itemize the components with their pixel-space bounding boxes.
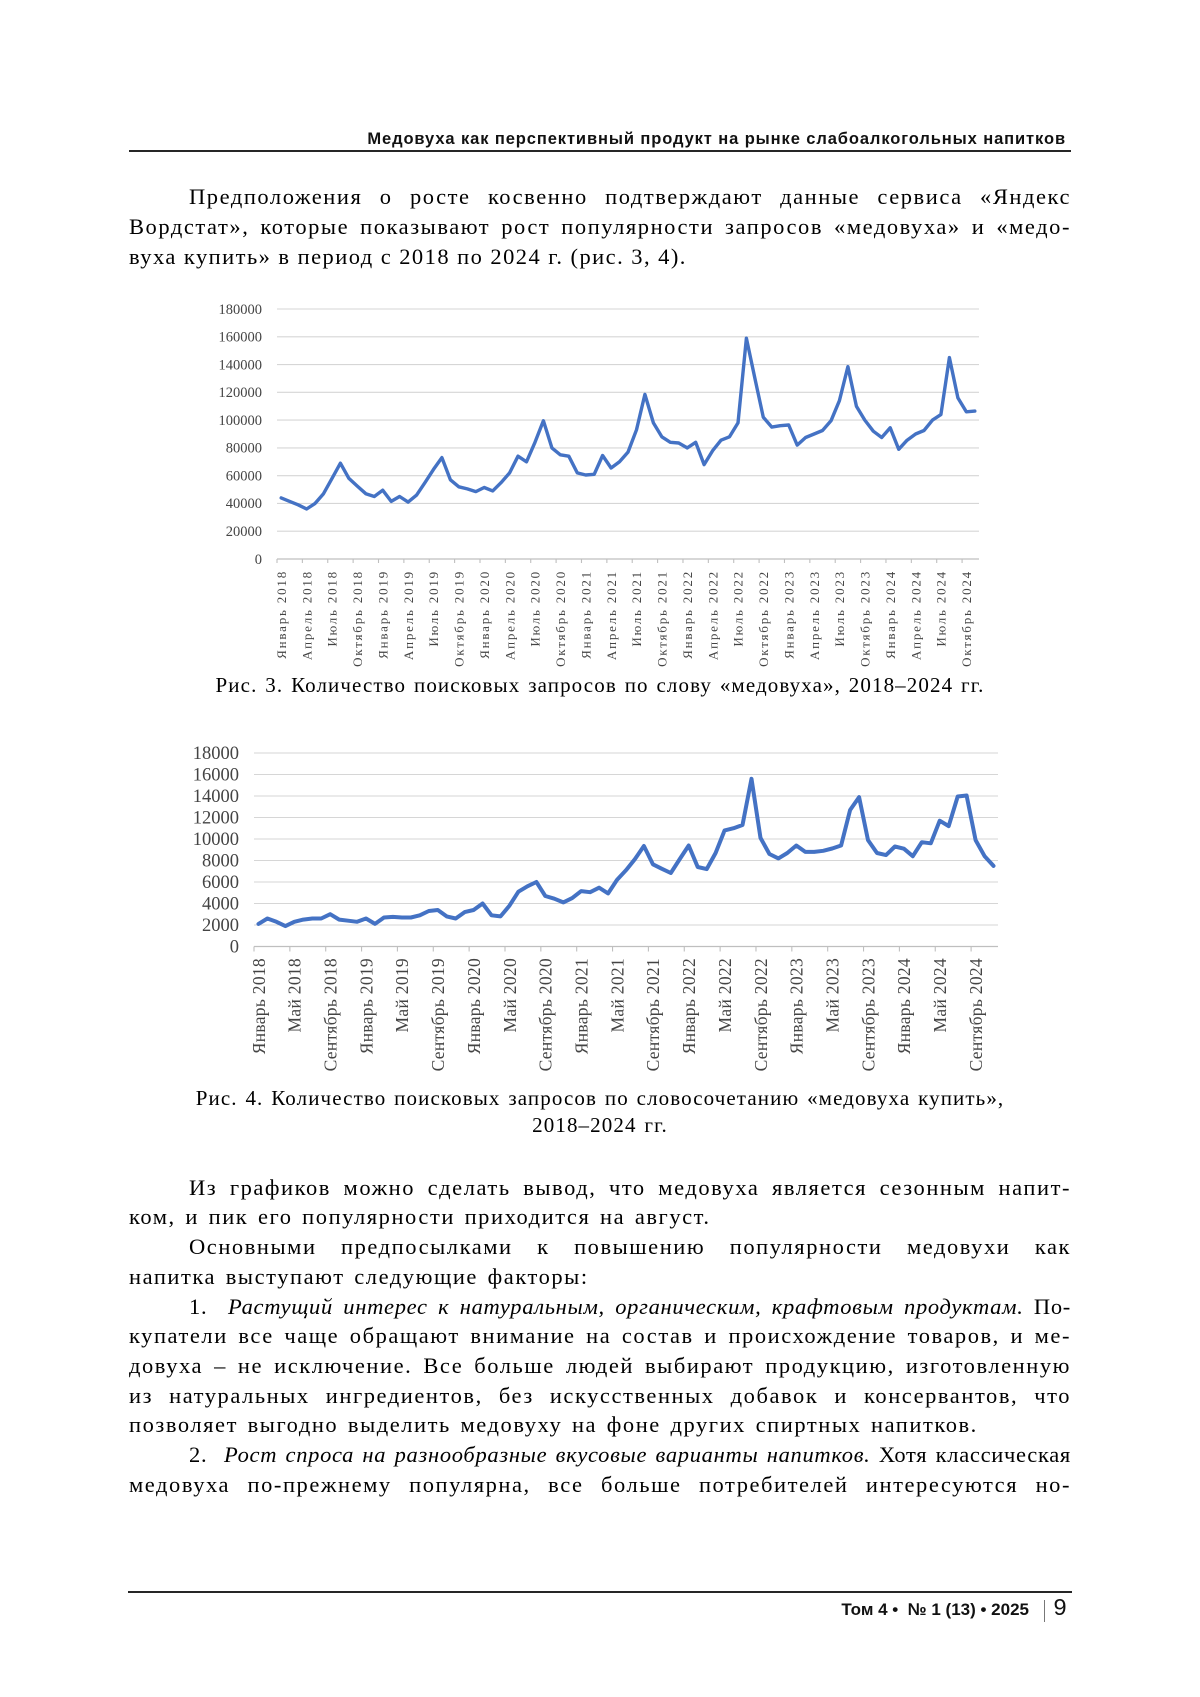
svg-text:Сентябрь 2019: Сентябрь 2019: [428, 958, 448, 1071]
svg-text:Январь 2024: Январь 2024: [894, 958, 914, 1054]
svg-text:Июль 2019: Июль 2019: [426, 570, 441, 647]
svg-text:Апрель 2020: Апрель 2020: [502, 570, 517, 660]
svg-text:Май 2019: Май 2019: [392, 958, 412, 1032]
svg-text:Январь 2022: Январь 2022: [679, 958, 699, 1054]
svg-text:Май 2018: Май 2018: [285, 958, 305, 1032]
svg-text:Октябрь 2021: Октябрь 2021: [655, 570, 670, 667]
svg-text:Сентябрь 2020: Сентябрь 2020: [536, 958, 556, 1071]
svg-text:Октябрь 2019: Октябрь 2019: [452, 570, 467, 667]
svg-text:Январь 2020: Январь 2020: [464, 958, 484, 1054]
svg-text:Май 2023: Май 2023: [822, 958, 842, 1032]
svg-text:Апрель 2022: Апрель 2022: [705, 570, 720, 660]
svg-text:Сентябрь 2024: Сентябрь 2024: [966, 958, 986, 1071]
svg-text:Май 2024: Май 2024: [930, 958, 950, 1032]
svg-text:Январь 2024: Январь 2024: [883, 570, 898, 659]
svg-text:Апрель 2023: Апрель 2023: [807, 570, 822, 660]
svg-text:Июль 2018: Июль 2018: [325, 570, 340, 647]
svg-text:Сентябрь 2023: Сентябрь 2023: [858, 958, 878, 1071]
svg-text:10000: 10000: [193, 830, 239, 850]
svg-text:Июль 2024: Июль 2024: [934, 570, 949, 647]
svg-text:Январь 2018: Январь 2018: [274, 570, 289, 659]
svg-text:Октябрь 2020: Октябрь 2020: [553, 570, 568, 667]
svg-text:16000: 16000: [193, 766, 239, 786]
svg-text:Январь 2020: Январь 2020: [477, 570, 492, 659]
svg-text:Январь 2023: Январь 2023: [781, 570, 796, 659]
svg-text:Май 2020: Май 2020: [500, 958, 520, 1032]
svg-text:140000: 140000: [219, 357, 263, 373]
svg-text:Октябрь 2018: Октябрь 2018: [350, 570, 365, 667]
svg-text:80000: 80000: [226, 441, 262, 457]
svg-text:Июль 2023: Июль 2023: [832, 570, 847, 647]
svg-text:6000: 6000: [202, 873, 239, 893]
svg-text:Июль 2021: Июль 2021: [629, 570, 644, 647]
svg-text:Октябрь 2022: Октябрь 2022: [756, 570, 771, 667]
svg-text:12000: 12000: [193, 809, 239, 829]
svg-text:40000: 40000: [226, 496, 262, 512]
svg-text:Октябрь 2023: Октябрь 2023: [858, 570, 873, 667]
svg-text:Январь 2023: Январь 2023: [787, 958, 807, 1054]
svg-text:20000: 20000: [226, 524, 262, 540]
svg-text:Октябрь 2024: Октябрь 2024: [959, 570, 974, 667]
svg-text:Июль 2020: Июль 2020: [528, 570, 543, 647]
svg-text:4000: 4000: [202, 895, 239, 915]
svg-text:Январь 2018: Январь 2018: [249, 958, 269, 1054]
svg-text:0: 0: [255, 552, 262, 568]
svg-text:8000: 8000: [202, 852, 239, 872]
svg-text:Январь 2019: Январь 2019: [356, 958, 376, 1054]
svg-text:100000: 100000: [219, 413, 263, 429]
svg-text:Апрель 2019: Апрель 2019: [401, 570, 416, 660]
svg-text:Сентябрь 2021: Сентябрь 2021: [643, 958, 663, 1071]
svg-text:14000: 14000: [193, 787, 239, 807]
svg-text:160000: 160000: [219, 330, 263, 346]
svg-text:Сентябрь 2018: Сентябрь 2018: [320, 958, 340, 1071]
svg-text:Апрель 2024: Апрель 2024: [908, 570, 923, 660]
svg-text:Январь 2021: Январь 2021: [578, 570, 593, 659]
svg-text:Апрель 2018: Апрель 2018: [299, 570, 314, 660]
svg-text:18000: 18000: [193, 744, 239, 764]
svg-text:Май 2022: Май 2022: [715, 958, 735, 1032]
svg-text:0: 0: [230, 938, 239, 958]
svg-text:Сентябрь 2022: Сентябрь 2022: [751, 958, 771, 1071]
svg-text:Январь 2019: Январь 2019: [375, 570, 390, 659]
svg-text:120000: 120000: [219, 385, 263, 401]
svg-text:Январь 2022: Январь 2022: [680, 570, 695, 659]
svg-text:Май 2021: Май 2021: [607, 958, 627, 1032]
svg-text:60000: 60000: [226, 468, 262, 484]
svg-text:Январь 2021: Январь 2021: [571, 958, 591, 1054]
svg-text:180000: 180000: [219, 302, 263, 318]
svg-text:Июль 2022: Июль 2022: [731, 570, 746, 647]
svg-text:Апрель 2021: Апрель 2021: [604, 570, 619, 660]
svg-text:2000: 2000: [202, 916, 239, 936]
